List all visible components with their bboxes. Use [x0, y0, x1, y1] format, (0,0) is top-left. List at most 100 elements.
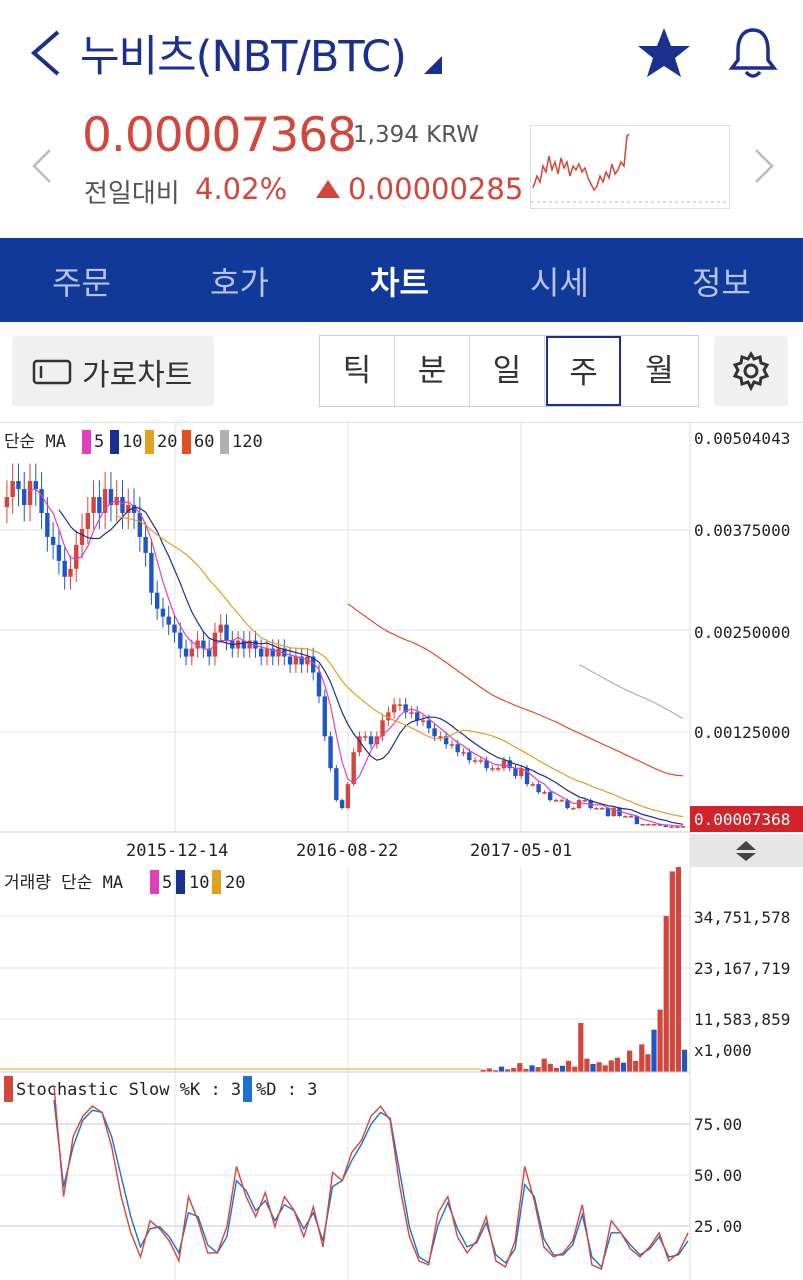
vol-ma5-swatch	[150, 870, 159, 894]
candle-body	[507, 760, 512, 769]
candle-body	[571, 808, 576, 810]
volume-bar	[505, 1069, 511, 1072]
period-tick[interactable]: 틱	[320, 336, 395, 406]
ma10-line	[58, 506, 684, 825]
period-month[interactable]: 월	[645, 353, 674, 389]
candle-body	[432, 728, 437, 737]
volume-bar	[639, 1044, 645, 1072]
candle-body	[287, 656, 293, 665]
candle-body	[588, 800, 593, 809]
volume-bar	[645, 1054, 651, 1072]
candle-body	[50, 536, 56, 545]
candle-body	[594, 808, 599, 810]
candle-body	[530, 784, 536, 786]
chart-area[interactable]: 단순 MA 5 10 20 60 120 0.00504043 0.003750…	[0, 422, 803, 1280]
ma120-swatch	[220, 430, 229, 454]
period-selector: 틱 분 일 주 월	[319, 335, 699, 407]
volume-bar	[517, 1063, 523, 1072]
candle-body	[131, 505, 137, 513]
candle-body	[166, 616, 171, 625]
candle-body	[68, 568, 73, 577]
candle-body	[669, 826, 674, 828]
candle-body	[576, 800, 582, 809]
candle-body	[183, 648, 189, 657]
candle-body	[258, 648, 264, 657]
candle-body	[386, 712, 391, 721]
panel-resize-handle[interactable]	[690, 834, 803, 867]
bell-icon[interactable]	[728, 26, 778, 80]
candle-body	[582, 800, 588, 802]
candle-body	[149, 552, 154, 593]
candle-body	[178, 632, 183, 649]
candle-body	[640, 824, 645, 826]
chevron-left-icon[interactable]	[30, 146, 54, 186]
page-title[interactable]: 누비츠(NBT/BTC)	[80, 32, 407, 82]
candle-body	[455, 744, 460, 753]
stoch-y-tick: 75.00	[694, 1115, 742, 1134]
volume-bar	[596, 1062, 602, 1072]
volume-bar	[663, 916, 669, 1072]
candle-body	[472, 760, 478, 762]
candle-body	[605, 808, 611, 817]
period-week[interactable]: 주	[546, 336, 621, 406]
candle-body	[45, 512, 50, 537]
candle-body	[438, 736, 443, 738]
ma5-label: 5	[94, 432, 104, 452]
candle-body	[634, 816, 640, 825]
stoch-y-tick: 25.00	[694, 1217, 742, 1236]
tab-quotes[interactable]: 시세	[530, 264, 589, 302]
candle-body	[339, 800, 345, 809]
chart-settings-button[interactable]	[714, 336, 788, 406]
tab-info[interactable]: 정보	[692, 264, 751, 302]
candle-body	[680, 826, 686, 828]
candle-body	[617, 808, 622, 817]
candle-body	[565, 800, 570, 809]
volume-bar	[675, 867, 681, 1072]
volume-y-tick: 11,583,859	[694, 1010, 790, 1029]
volume-legend-prefix: 거래량 단순 MA	[4, 873, 123, 893]
vol-ma5-label: 5	[162, 873, 172, 893]
candle-body	[172, 624, 177, 633]
volume-y-tick: 34,751,578	[694, 908, 790, 927]
candle-body	[478, 760, 484, 762]
candle-body	[599, 808, 605, 810]
x-tick: 2017-05-01	[470, 841, 572, 861]
stoch-d-swatch	[243, 1076, 252, 1102]
candle-body	[102, 489, 108, 513]
price-y-tick: 0.00125000	[694, 723, 790, 742]
ma120-label: 120	[232, 432, 263, 452]
tab-order[interactable]: 주문	[52, 264, 111, 302]
volume-y-tick: 23,167,719	[694, 959, 790, 978]
period-day[interactable]: 일	[470, 336, 545, 406]
volume-bar	[651, 1029, 657, 1072]
stoch-k-swatch	[4, 1076, 13, 1102]
ma60-line	[347, 603, 684, 777]
candle-body	[675, 826, 680, 828]
last-price-label: 0.00007368	[694, 810, 790, 829]
landscape-chart-button[interactable]	[12, 336, 214, 406]
star-icon[interactable]	[636, 26, 692, 80]
candle-body	[22, 489, 27, 506]
back-icon[interactable]	[26, 28, 66, 78]
candle-body	[351, 752, 356, 785]
tab-chart[interactable]: 차트	[370, 264, 429, 302]
candle-body	[160, 608, 166, 617]
price-y-tick: 0.00375000	[694, 521, 790, 540]
candle-body	[4, 497, 10, 508]
candle-body	[345, 784, 351, 809]
tab-orderbook[interactable]: 호가	[210, 264, 269, 302]
price-legend-prefix: 단순 MA	[4, 432, 66, 452]
dropdown-caret-icon[interactable]	[424, 56, 442, 74]
candle-body	[120, 497, 125, 513]
up-arrow-icon	[316, 180, 340, 198]
period-minute[interactable]: 분	[395, 336, 470, 406]
stoch-d-label: %D : 3	[256, 1080, 317, 1100]
candle-body	[495, 768, 501, 770]
stoch-d-line	[53, 1100, 689, 1269]
x-tick: 2016-08-22	[296, 841, 398, 861]
candle-body	[322, 696, 327, 737]
candle-body	[299, 656, 304, 665]
candle-body	[91, 497, 96, 513]
chevron-right-icon[interactable]	[752, 146, 776, 186]
candle-body	[628, 816, 634, 818]
